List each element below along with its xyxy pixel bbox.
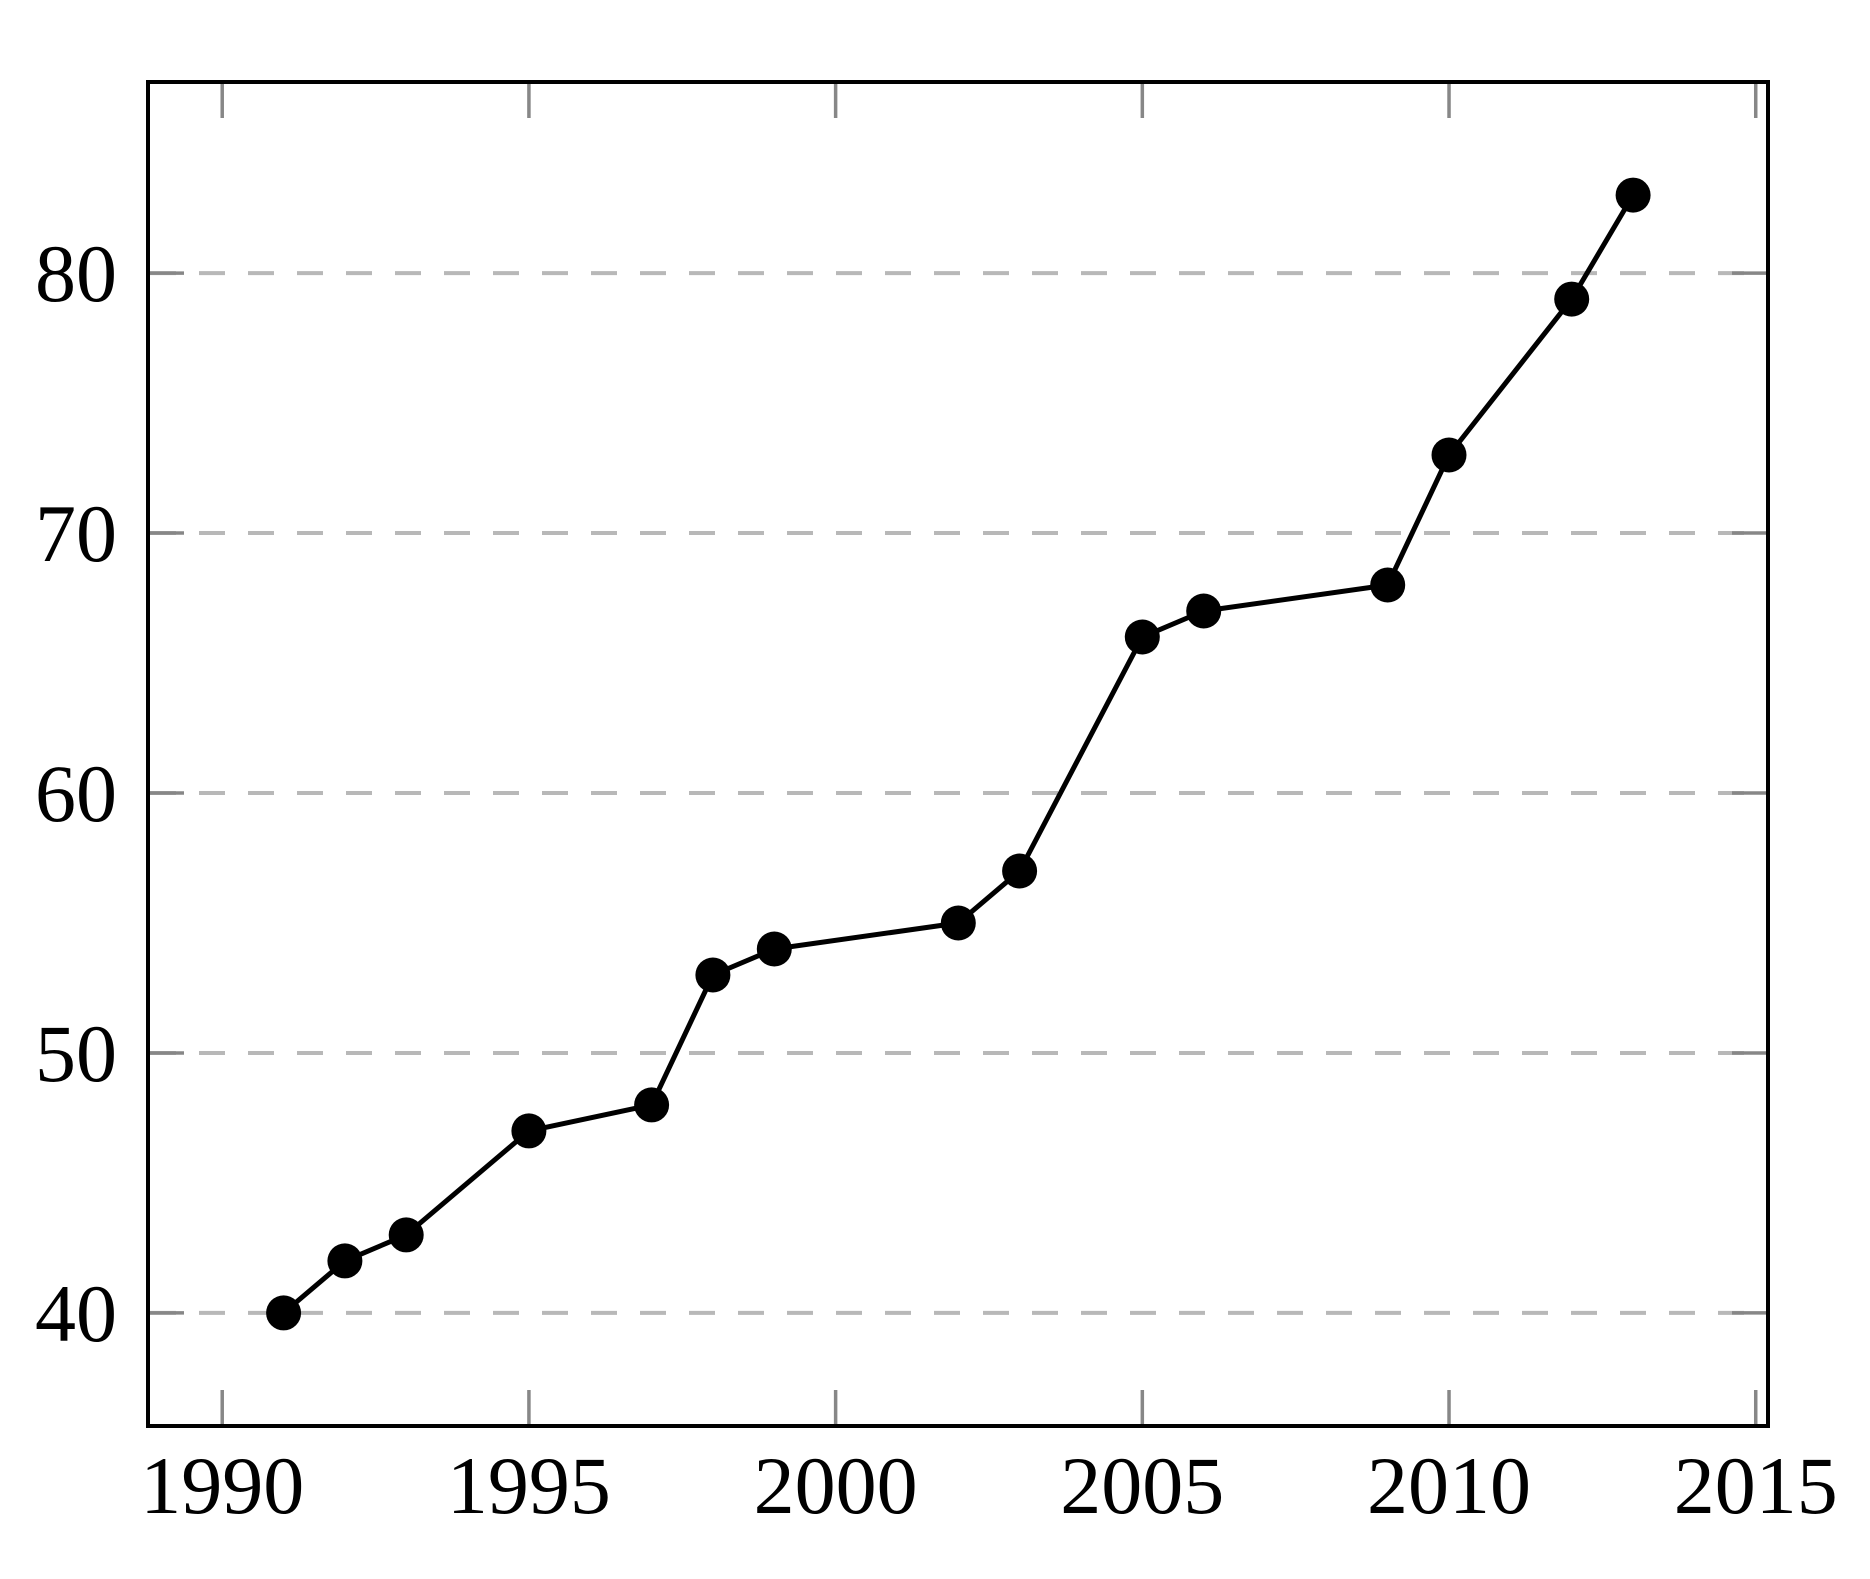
- data-point: [1124, 619, 1160, 655]
- x-tick-label: 1990: [140, 1440, 304, 1531]
- x-tick-label: 2005: [1060, 1440, 1224, 1531]
- x-tick-label: 2015: [1674, 1440, 1838, 1531]
- y-tick-label: 40: [35, 1268, 117, 1359]
- x-tick-label: 1995: [447, 1440, 611, 1531]
- plot-border: [146, 80, 1770, 1428]
- data-point: [756, 931, 792, 967]
- data-point: [1615, 177, 1651, 213]
- x-tick-label: 2000: [754, 1440, 918, 1531]
- data-point: [1431, 437, 1467, 473]
- data-point: [511, 1113, 547, 1149]
- data-point: [388, 1217, 424, 1253]
- y-tick-label: 50: [35, 1008, 117, 1099]
- data-point: [1370, 567, 1406, 603]
- data-point: [266, 1295, 302, 1331]
- data-point: [1554, 281, 1590, 317]
- data-point: [634, 1087, 670, 1123]
- data-point: [695, 957, 731, 993]
- y-tick-label: 60: [35, 748, 117, 839]
- data-point: [327, 1243, 363, 1279]
- data-point: [940, 905, 976, 941]
- data-point: [1002, 853, 1038, 889]
- y-tick-label: 70: [35, 488, 117, 579]
- x-tick-label: 2010: [1367, 1440, 1531, 1531]
- data-point: [1186, 593, 1222, 629]
- y-tick-label: 80: [35, 228, 117, 319]
